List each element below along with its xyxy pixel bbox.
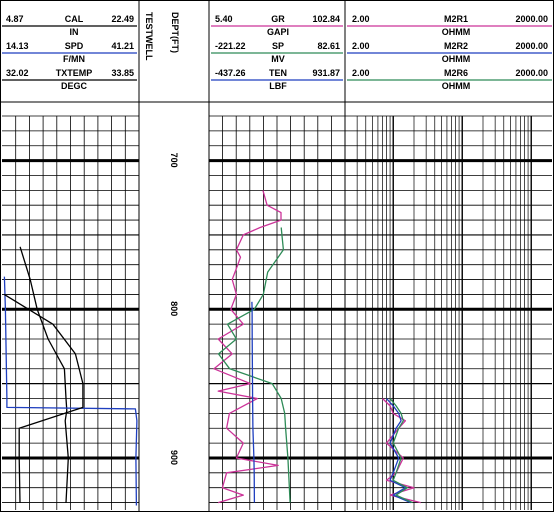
txtemp-curve-name: TXTEMP — [56, 68, 93, 78]
ten-curve-name: TEN — [269, 68, 287, 78]
ten-left-scale: -437.26 — [215, 68, 246, 78]
m2r2-left-scale: 2.00 — [352, 41, 370, 51]
curve-sp — [217, 227, 291, 503]
sp-curve-name: SP — [272, 41, 284, 51]
curve-m2r6 — [389, 398, 413, 504]
m2r1-curve-name: M2R1 — [444, 14, 468, 24]
curve-txtemp — [3, 293, 84, 503]
curve-m2r2 — [386, 398, 412, 504]
sp-unit: MV — [271, 54, 285, 64]
depth-labels: 700 800 900 — [169, 153, 179, 465]
txtemp-left-scale: 32.02 — [6, 68, 29, 78]
depth-label: 700 — [169, 153, 179, 168]
gr-right-scale: 102.84 — [312, 14, 340, 24]
spd-unit: F/MN — [63, 54, 85, 64]
log-header: 4.87 CAL 22.49 IN 14.13 SPD 41.21 F/MN 3… — [0, 0, 554, 103]
m2r6-unit: OHMM — [442, 81, 471, 91]
m2r1-left-scale: 2.00 — [352, 14, 370, 24]
sp-right-scale: 82.61 — [317, 41, 340, 51]
m2r2-unit: OHMM — [442, 54, 471, 64]
m2r6-right-scale: 2000.00 — [515, 68, 548, 78]
cal-unit: IN — [70, 27, 79, 37]
m2r2-curve-name: M2R2 — [444, 41, 468, 51]
track3-header: 2.00 M2R1 2000.00 OHMM 2.00 M2R2 2000.00… — [347, 14, 552, 91]
curve-cal — [19, 246, 69, 503]
depth-label: 900 — [169, 450, 179, 465]
ten-right-scale: 931.87 — [312, 68, 340, 78]
txtemp-unit: DEGC — [61, 81, 88, 91]
log-curves — [3, 190, 421, 506]
well-name: TESTWELL — [144, 12, 154, 61]
cal-right-scale: 22.49 — [111, 14, 134, 24]
gr-left-scale: 5.40 — [215, 14, 233, 24]
curve-ten — [251, 301, 256, 503]
depth-header: DEPT(FT) — [170, 12, 180, 53]
ten-unit: LBF — [269, 81, 287, 91]
spd-curve-name: SPD — [65, 41, 84, 51]
cal-curve-name: CAL — [65, 14, 84, 24]
curve-spd — [3, 276, 138, 506]
m2r1-unit: OHMM — [442, 27, 471, 37]
m2r2-right-scale: 2000.00 — [515, 41, 548, 51]
sp-left-scale: -221.22 — [215, 41, 246, 51]
spd-left-scale: 14.13 — [6, 41, 29, 51]
spd-right-scale: 41.21 — [111, 41, 134, 51]
m2r6-curve-name: M2R6 — [444, 68, 468, 78]
curve-gr — [213, 190, 282, 504]
depth-label: 800 — [169, 301, 179, 316]
gr-unit: GAPI — [267, 27, 289, 37]
track1-header: 4.87 CAL 22.49 IN 14.13 SPD 41.21 F/MN 3… — [2, 14, 137, 91]
txtemp-right-scale: 33.85 — [111, 68, 134, 78]
gr-curve-name: GR — [271, 14, 285, 24]
track2-header: 5.40 GR 102.84 GAPI -221.22 SP 82.61 MV … — [211, 14, 343, 91]
depth-track-header: TESTWELL DEPT(FT) — [144, 12, 180, 61]
m2r1-right-scale: 2000.00 — [515, 14, 548, 24]
cal-left-scale: 4.87 — [6, 14, 24, 24]
m2r6-left-scale: 2.00 — [352, 68, 370, 78]
